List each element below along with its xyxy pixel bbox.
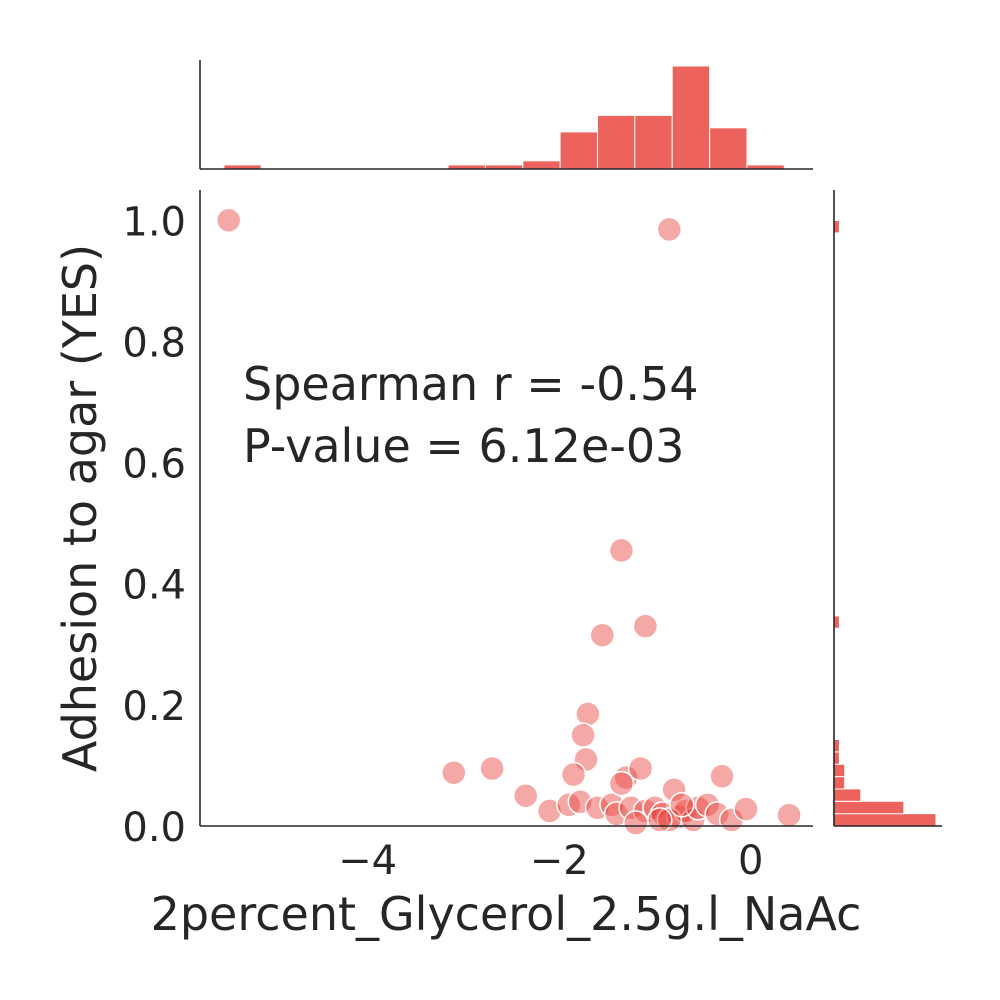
scatter-point — [656, 216, 683, 243]
right-histogram-bar — [833, 751, 840, 765]
scatter-point — [733, 796, 759, 822]
right-histogram-bar — [833, 813, 937, 827]
top-histogram-bar — [671, 65, 711, 170]
scatter-point — [709, 763, 735, 790]
scatter-point — [669, 792, 695, 818]
scatter-point — [685, 795, 711, 821]
top-histogram-bar — [709, 127, 748, 170]
scatter-points — [215, 207, 802, 836]
y-tick-label: 0.8 — [122, 320, 186, 366]
top-histogram-bar — [559, 131, 598, 170]
right-histogram-bar — [833, 800, 905, 815]
scatter-point — [479, 755, 505, 782]
right-histogram-bar — [833, 776, 846, 790]
spearman-annotation: Spearman r = -0.54 — [243, 357, 699, 411]
scatter-point — [441, 759, 467, 786]
right-histogram-bar — [833, 739, 840, 753]
scatter-point — [570, 722, 596, 748]
scatter-point — [567, 789, 594, 815]
right-histogram-bar — [833, 615, 840, 629]
top-histogram-bar — [522, 160, 561, 170]
x-axis-label: 2percent_Glycerol_2.5g.l_NaAc — [151, 887, 862, 941]
top-histogram-bar — [634, 114, 673, 170]
y-tick-label: 0.2 — [122, 684, 186, 730]
y-tick-label: 1.0 — [122, 199, 186, 245]
scatter-point — [632, 613, 659, 639]
scatter-point — [512, 782, 539, 809]
scatter-point — [776, 802, 802, 828]
right-histogram-bar — [833, 763, 846, 778]
scatter-point — [573, 746, 599, 773]
scatter-point — [623, 810, 649, 836]
x-tick-label: 0 — [738, 838, 763, 884]
right-histogram-bar — [833, 220, 840, 234]
scatter-point — [647, 807, 673, 833]
y-tick-labels: 0.0 0.2 0.4 0.6 0.8 1.0 — [122, 199, 186, 851]
scatter-point — [536, 798, 563, 824]
scatter-point — [608, 770, 635, 797]
scatter-point — [575, 701, 601, 727]
scatter-point — [215, 207, 242, 234]
scatter-point — [608, 537, 635, 564]
top-histogram-bar — [597, 114, 636, 170]
x-tick-labels: −4 −2 0 — [338, 838, 763, 884]
scatter-point — [627, 755, 654, 782]
top-marginal-histogram — [223, 65, 785, 170]
y-tick-label: 0.4 — [122, 563, 186, 609]
scatter-point — [661, 776, 687, 803]
x-tick-label: −4 — [338, 838, 397, 884]
right-marginal-histogram — [833, 220, 937, 827]
x-tick-label: −2 — [530, 838, 589, 884]
scatter-point — [560, 761, 587, 788]
axes — [199, 60, 942, 827]
scatter-point — [694, 792, 721, 818]
y-tick-label: 0.6 — [122, 442, 186, 488]
p-value-annotation: P-value = 6.12e-03 — [243, 419, 684, 473]
y-axis-label: Adhesion to agar (YES) — [53, 244, 107, 772]
y-tick-label: 0.0 — [122, 805, 186, 851]
right-histogram-bar — [833, 788, 862, 802]
scatter-point — [589, 622, 616, 648]
